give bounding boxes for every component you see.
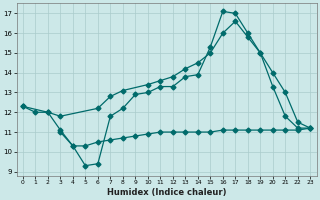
X-axis label: Humidex (Indice chaleur): Humidex (Indice chaleur) bbox=[107, 188, 226, 197]
